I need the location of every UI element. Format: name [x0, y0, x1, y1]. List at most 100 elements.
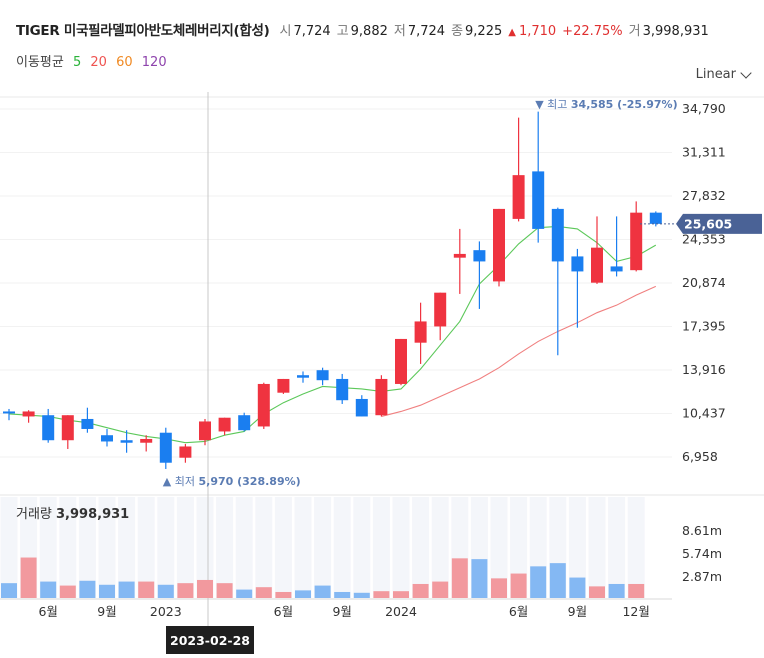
current-price-tag-label: 25,605 [684, 216, 732, 231]
volume-bar [157, 584, 174, 598]
candle-body [630, 212, 643, 271]
volume-column-bg [588, 497, 606, 598]
scale-select[interactable]: Linear [695, 66, 752, 82]
candle [453, 228, 466, 294]
candle [355, 395, 368, 417]
candle-body [179, 446, 192, 458]
candle [551, 207, 564, 356]
current-price-tag-bg [676, 213, 762, 234]
volume-bar [118, 581, 135, 598]
candle-body [434, 292, 447, 327]
candle-body [512, 175, 525, 219]
volume-column-bg [490, 497, 508, 598]
volume-column-bg [235, 497, 253, 598]
volume-column-bg [627, 497, 645, 598]
candle [316, 367, 329, 386]
candle [434, 292, 447, 341]
price-change: ▲ 1,710 [508, 24, 557, 39]
x-tick-label: 9월 [332, 604, 351, 619]
volume-column-bg [431, 497, 449, 598]
candle [61, 415, 74, 449]
volume-bar [40, 581, 57, 598]
volume-bar [628, 583, 645, 598]
price-tick-label: 20,874 [682, 275, 726, 290]
candle [630, 201, 643, 272]
volume-column-bg [255, 497, 273, 598]
ma20-line [381, 285, 657, 417]
volume-column-bg [372, 497, 390, 598]
volume-column-bg [118, 497, 136, 598]
volume-bar [569, 577, 586, 598]
candle-body [199, 421, 211, 441]
low-marker-value: 5,970 (328.89%) [199, 475, 301, 488]
ma-5: 5 [72, 55, 82, 70]
volume-column-bg [392, 497, 410, 598]
price-grid [0, 108, 672, 458]
volume-bar [1, 583, 17, 598]
candle [591, 216, 603, 284]
volume-tick-label: 5.74m [682, 546, 722, 561]
candle-body [42, 415, 55, 441]
volume-bar [549, 563, 566, 598]
volume-column-bg [510, 497, 528, 598]
candle-body [493, 208, 505, 282]
candle [257, 382, 270, 429]
volume-bar [216, 583, 233, 598]
price-tick-label: 10,437 [682, 406, 726, 421]
candle-body [453, 253, 466, 258]
quote-header: TIGER 미국필라델피아반도체레버리지(합성) 시 7,724 고 9,882 저… [16, 19, 715, 39]
volume-bar [451, 558, 468, 598]
high-price: 고 9,882 [336, 24, 388, 39]
volume-bar [99, 584, 115, 598]
volume-tick-label: 8.61m [682, 523, 722, 538]
x-tick-label: 9월 [97, 604, 116, 619]
price-tick-label: 27,832 [682, 188, 726, 203]
moving-average-legend[interactable]: 이동평균 5 20 60 120 [16, 51, 172, 70]
volume-title: 거래량 3,998,931 [16, 507, 129, 522]
candle-body [649, 212, 662, 224]
candle [120, 430, 133, 453]
candle [532, 111, 545, 243]
volume-column-bg [59, 497, 77, 598]
x-tick-label: 9월 [568, 604, 587, 619]
candle-body [591, 247, 603, 283]
volume-bar [295, 590, 311, 598]
volume-bar [314, 585, 331, 598]
candle [42, 408, 55, 443]
volume-bar [138, 581, 155, 598]
candle [218, 417, 231, 436]
candle-body [120, 440, 133, 443]
candle-body [277, 378, 290, 393]
candle [3, 408, 15, 421]
candle [375, 375, 388, 417]
scale-select-value: Linear [695, 67, 736, 82]
volume-column-bg [568, 497, 586, 598]
ma-120: 120 [141, 55, 167, 70]
candle-body [3, 411, 15, 414]
volume-bar [589, 586, 605, 598]
candle [101, 428, 113, 447]
candle [473, 241, 486, 309]
volume-bar [491, 578, 507, 598]
candle [649, 211, 662, 227]
high-marker: ▼ 최고 34,585 (-25.97%) [535, 98, 677, 111]
volume-column-bg [314, 497, 332, 598]
volume-column-bg [216, 497, 234, 598]
volume-title-value: 3,998,931 [56, 507, 129, 522]
volume-bar [353, 592, 370, 598]
price-change-pct: +22.75% [562, 24, 623, 39]
candle-body [257, 383, 270, 427]
candle-body [218, 417, 231, 432]
x-tick-label: 6월 [509, 604, 528, 619]
price-tick-label: 31,311 [682, 145, 726, 160]
volume-bar [275, 591, 292, 598]
candle-body [610, 266, 623, 272]
ma-legend-label: 이동평균 [16, 55, 64, 70]
volume-column-bg [0, 497, 18, 598]
volume-column-bg [196, 497, 214, 598]
candle [610, 216, 623, 277]
volume-bar [177, 583, 194, 598]
volume-column-bg [176, 497, 194, 598]
x-tick-label: 2023 [150, 604, 182, 619]
